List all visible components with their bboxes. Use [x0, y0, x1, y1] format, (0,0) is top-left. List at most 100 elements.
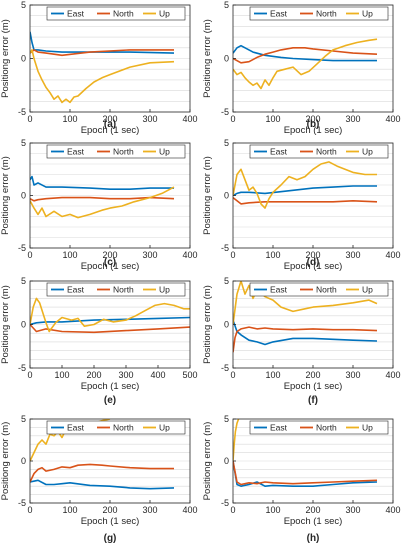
- y-tick-label: 5: [21, 0, 26, 10]
- y-tick-label: 0: [21, 320, 26, 330]
- y-tick-label: -5: [18, 243, 26, 253]
- legend-label-east: East: [270, 9, 288, 19]
- legend: East North Up: [46, 282, 186, 297]
- y-axis-label: Positiong error (m): [0, 156, 11, 235]
- x-tick-label: 0: [27, 250, 32, 260]
- x-tick-label: 400: [385, 505, 400, 515]
- series-line-north: [233, 46, 378, 64]
- y-tick-label: 5: [224, 138, 229, 148]
- panel-caption: (g): [104, 533, 117, 544]
- x-tick-label: 400: [182, 114, 197, 124]
- panel-caption: (a): [104, 119, 116, 130]
- legend: East North Up: [249, 6, 389, 21]
- y-tick-label: -5: [18, 498, 26, 508]
- panel-caption: (c): [104, 257, 116, 268]
- legend-box: [46, 144, 186, 159]
- y-tick-label: 0: [21, 191, 26, 201]
- y-tick-label: -5: [221, 498, 229, 508]
- legend-box: [46, 282, 186, 297]
- legend: East North Up: [46, 144, 186, 159]
- series-line-up: [233, 419, 240, 462]
- y-tick-label: 0: [21, 54, 26, 64]
- legend-label-east: East: [270, 423, 288, 433]
- legend-label-up: Up: [159, 285, 170, 295]
- x-tick-label: 0: [230, 114, 235, 124]
- series-line-east: [233, 460, 378, 488]
- legend-label-north: North: [316, 423, 337, 433]
- legend-label-east: East: [270, 285, 288, 295]
- legend-label-up: Up: [159, 423, 170, 433]
- x-tick-label: 400: [385, 370, 400, 380]
- y-axis-label: Positiong error (m): [0, 285, 11, 364]
- x-tick-label: 0: [230, 250, 235, 260]
- x-tick-label: 200: [102, 114, 117, 124]
- y-tick-label: -5: [18, 107, 26, 117]
- series-line-north: [233, 460, 378, 486]
- y-axis-label: Positiong error (m): [202, 19, 213, 98]
- y-tick-label: 0: [224, 320, 229, 330]
- legend: East North Up: [46, 6, 186, 21]
- series-line-north: [30, 49, 174, 57]
- legend-label-east: East: [67, 9, 85, 19]
- panel-caption: (e): [104, 395, 116, 406]
- y-tick-label: 0: [224, 54, 229, 64]
- legend: East North Up: [46, 420, 186, 435]
- x-tick-label: 400: [150, 370, 165, 380]
- legend-label-up: Up: [362, 147, 373, 157]
- y-axis-label: Positiong error (m): [202, 422, 213, 501]
- x-tick-label: 200: [305, 250, 320, 260]
- y-axis-label: Positiong error (m): [202, 285, 213, 364]
- series-line-up: [30, 186, 175, 219]
- x-tick-label: 300: [142, 505, 157, 515]
- panel-caption: (b): [307, 119, 320, 130]
- legend-label-north: North: [113, 147, 134, 157]
- legend-label-up: Up: [159, 9, 170, 19]
- legend-box: [249, 282, 389, 297]
- series-line-up: [233, 38, 378, 90]
- legend: East North Up: [249, 420, 389, 435]
- legend-label-north: North: [113, 285, 134, 295]
- y-axis-label: Positiong error (m): [0, 19, 11, 98]
- legend-label-east: East: [67, 147, 85, 157]
- y-tick-label: 5: [224, 414, 229, 424]
- y-tick-label: -5: [221, 107, 229, 117]
- legend-box: [249, 420, 389, 435]
- x-tick-label: 400: [182, 505, 197, 515]
- legend-label-north: North: [316, 147, 337, 157]
- series-line-north: [30, 323, 190, 334]
- series-line-east: [233, 319, 378, 346]
- series-line-east: [30, 31, 175, 54]
- y-tick-label: 5: [21, 414, 26, 424]
- x-tick-label: 100: [62, 114, 77, 124]
- y-axis-label: Positiong error (m): [202, 156, 213, 235]
- series-line-east: [30, 479, 175, 490]
- x-axis-label: Epoch (1 sec): [284, 125, 343, 136]
- x-tick-label: 200: [305, 505, 320, 515]
- x-tick-label: 0: [230, 370, 235, 380]
- series-line-north: [30, 463, 174, 483]
- x-tick-label: 100: [62, 250, 77, 260]
- legend-box: [46, 6, 186, 21]
- y-tick-label: 5: [224, 0, 229, 10]
- series-line-east: [30, 175, 174, 190]
- y-axis-label: Positiong error (m): [0, 422, 11, 501]
- y-tick-label: 0: [224, 191, 229, 201]
- x-axis-label: Epoch (1 sec): [81, 125, 140, 136]
- x-tick-label: 0: [230, 505, 235, 515]
- series-line-up: [30, 297, 190, 333]
- legend-box: [249, 144, 389, 159]
- x-axis-label: Epoch (1 sec): [284, 381, 343, 392]
- x-tick-label: 500: [182, 370, 197, 380]
- legend-label-up: Up: [362, 9, 373, 19]
- x-tick-label: 200: [102, 250, 117, 260]
- x-tick-label: 100: [54, 370, 69, 380]
- legend-label-north: North: [113, 9, 134, 19]
- legend-label-up: Up: [362, 423, 373, 433]
- x-tick-label: 0: [27, 370, 32, 380]
